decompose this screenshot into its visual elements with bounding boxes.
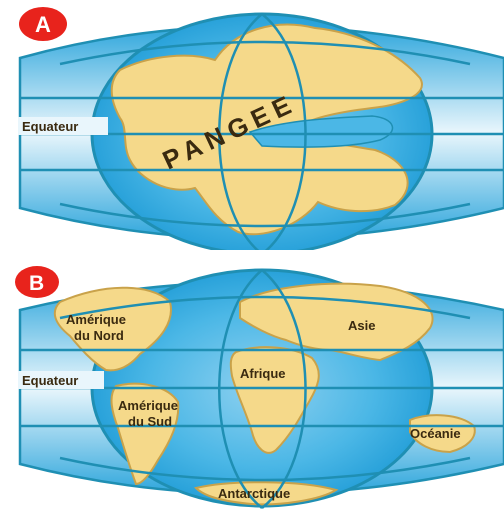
- map-panel-b: Equateur Amérique du Nord Amérique du Su…: [0, 262, 504, 514]
- north-america-label: Amérique: [66, 312, 126, 327]
- badge-a: [19, 7, 67, 41]
- equator-label: Equateur: [22, 373, 78, 388]
- antarctica-landmass: [194, 481, 339, 506]
- equator-label-bg: [18, 371, 104, 389]
- graticule: [20, 269, 504, 509]
- map-panel-a: Equateur PANGEE A: [0, 0, 504, 250]
- tethys-sea: [248, 115, 394, 148]
- south-america-label-line2: du Sud: [128, 414, 172, 429]
- badge-b-letter: B: [29, 272, 44, 295]
- badge-b: [15, 266, 59, 298]
- asia-label: Asie: [348, 318, 375, 333]
- south-america-label: Amérique: [118, 398, 178, 413]
- oceania-label: Océanie: [410, 426, 461, 441]
- modern-world-map: Equateur Amérique du Nord Amérique du Su…: [15, 266, 504, 509]
- antarctica-label: Antarctique: [218, 486, 290, 501]
- oceania-landmass: [409, 414, 476, 454]
- africa-label: Afrique: [240, 366, 286, 381]
- equator-label-bg: [18, 117, 108, 135]
- badge-a-letter: A: [35, 12, 51, 37]
- equator-label: Equateur: [22, 119, 78, 134]
- pangea-map: Equateur PANGEE A: [18, 7, 504, 250]
- north-america-label-line2: du Nord: [74, 328, 124, 343]
